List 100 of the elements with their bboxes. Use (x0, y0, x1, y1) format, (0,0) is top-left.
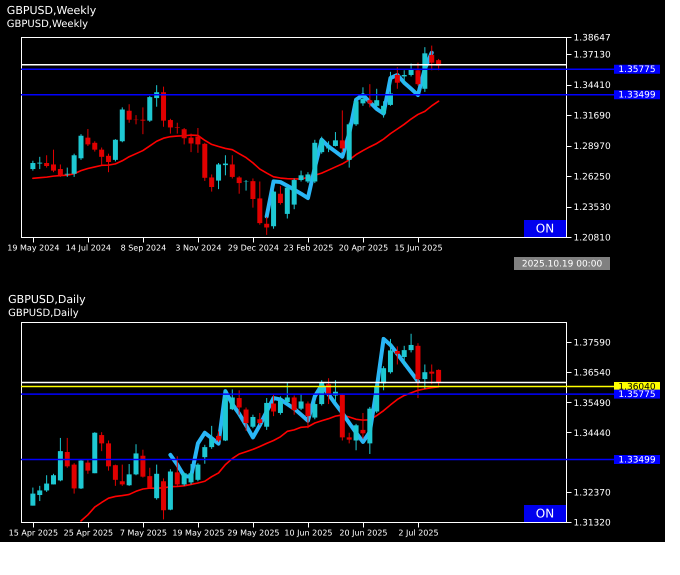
x-tick-label: 14 Jul 2024 (66, 244, 112, 252)
candlestick (168, 118, 173, 134)
x-tick-label: 15 Jun 2025 (394, 244, 443, 252)
candlestick (284, 382, 290, 405)
candlestick (271, 394, 276, 417)
candlestick (174, 456, 180, 486)
y-tick-label: 1.36540 (574, 368, 611, 379)
text: ON (536, 222, 554, 236)
candlestick (354, 423, 359, 451)
candlestick (244, 407, 249, 432)
candlestick (106, 153, 112, 173)
candlestick (188, 133, 194, 153)
chart-title: GBPUSD,Weekly (6, 4, 97, 17)
candlestick (326, 140, 332, 153)
candlestick (195, 462, 200, 482)
y-tick-label: 1.31320 (574, 518, 611, 528)
candlestick (402, 70, 407, 85)
y-tick-label: 1.26250 (574, 172, 611, 183)
x-tick-label: 23 Feb 2025 (284, 244, 334, 252)
candlestick (298, 170, 304, 182)
candlestick (394, 346, 400, 365)
y-tick-label: 1.35490 (574, 398, 611, 409)
chart-subtitle: GBPUSD,Daily (8, 308, 79, 319)
candlestick (106, 440, 112, 472)
candlestick (182, 128, 187, 145)
candlestick (367, 84, 372, 108)
candlestick (202, 444, 208, 464)
y-tick-label: 1.32370 (574, 488, 611, 498)
candlestick (195, 128, 200, 154)
candlestick (37, 156, 42, 170)
candlestick (305, 400, 310, 429)
candlestick (292, 394, 297, 416)
candlestick (78, 134, 84, 160)
candlestick (381, 366, 386, 391)
candlestick (58, 164, 63, 178)
candlestick (120, 464, 125, 486)
ref-line-label: 1.33499 (618, 455, 656, 466)
candlestick (112, 464, 118, 486)
candlestick (278, 396, 283, 416)
chart-subtitle: GBPUSD,Weekly (6, 19, 88, 30)
candlestick (264, 216, 270, 236)
ref-line-label: 1.35775 (618, 65, 656, 76)
candlestick (250, 178, 256, 208)
x-tick-label: 3 Nov 2024 (175, 244, 222, 252)
candlestick (112, 138, 118, 162)
x-tick-label: 19 May 2025 (172, 528, 224, 538)
y-tick-label: 1.34410 (574, 81, 611, 92)
candlestick (216, 430, 222, 442)
candlestick (85, 460, 90, 474)
candlestick (374, 88, 380, 108)
candlestick (222, 154, 228, 176)
candlestick (209, 425, 214, 450)
candlestick (305, 172, 310, 184)
candlestick (216, 162, 222, 190)
candlestick (134, 114, 139, 125)
line-series (80, 386, 440, 522)
candlestick (354, 98, 359, 126)
candlestick (422, 364, 428, 390)
candlestick (278, 186, 283, 206)
candlestick (236, 390, 242, 416)
y-tick-label: 1.38647 (574, 34, 611, 44)
candlestick (429, 364, 434, 385)
candlestick (402, 345, 407, 367)
candlestick (182, 472, 187, 486)
candlestick (72, 153, 77, 178)
x-tick-label: 7 May 2025 (120, 528, 167, 538)
candlestick (140, 106, 146, 135)
y-tick-label: 1.34440 (574, 428, 611, 439)
candlestick (126, 104, 132, 124)
candlestick (332, 132, 338, 148)
y-tick-label: 1.28970 (574, 142, 611, 152)
candlestick (429, 45, 434, 71)
candlestick (394, 66, 400, 90)
candlestick (174, 122, 180, 134)
candlestick (126, 464, 132, 486)
candlestick (360, 86, 366, 106)
candlestick (30, 487, 36, 506)
candlestick (51, 149, 56, 173)
candlestick (436, 368, 442, 386)
candlestick (264, 398, 270, 430)
x-tick-label: 19 May 2024 (7, 244, 60, 252)
candlestick (257, 412, 262, 426)
candlestick (147, 467, 152, 489)
x-tick-label: 2 Jul 2025 (398, 528, 439, 538)
y-tick-label: 1.31690 (574, 112, 611, 122)
candlestick (188, 464, 194, 485)
candlestick (85, 128, 90, 146)
candlestick (236, 176, 242, 194)
candlestick (360, 412, 366, 440)
x-tick-label: 8 Sep 2024 (120, 244, 166, 252)
candlestick (244, 180, 249, 192)
text: ON (536, 506, 554, 520)
candlestick (51, 473, 56, 485)
candlestick (408, 333, 414, 353)
x-tick-label: 15 Apr 2025 (8, 528, 58, 538)
candlestick (381, 100, 386, 118)
candlestick (30, 160, 36, 172)
x-tick-label: 20 Apr 2025 (338, 244, 388, 252)
candlestick (134, 444, 139, 476)
ref-line-label: 1.33499 (618, 90, 656, 101)
